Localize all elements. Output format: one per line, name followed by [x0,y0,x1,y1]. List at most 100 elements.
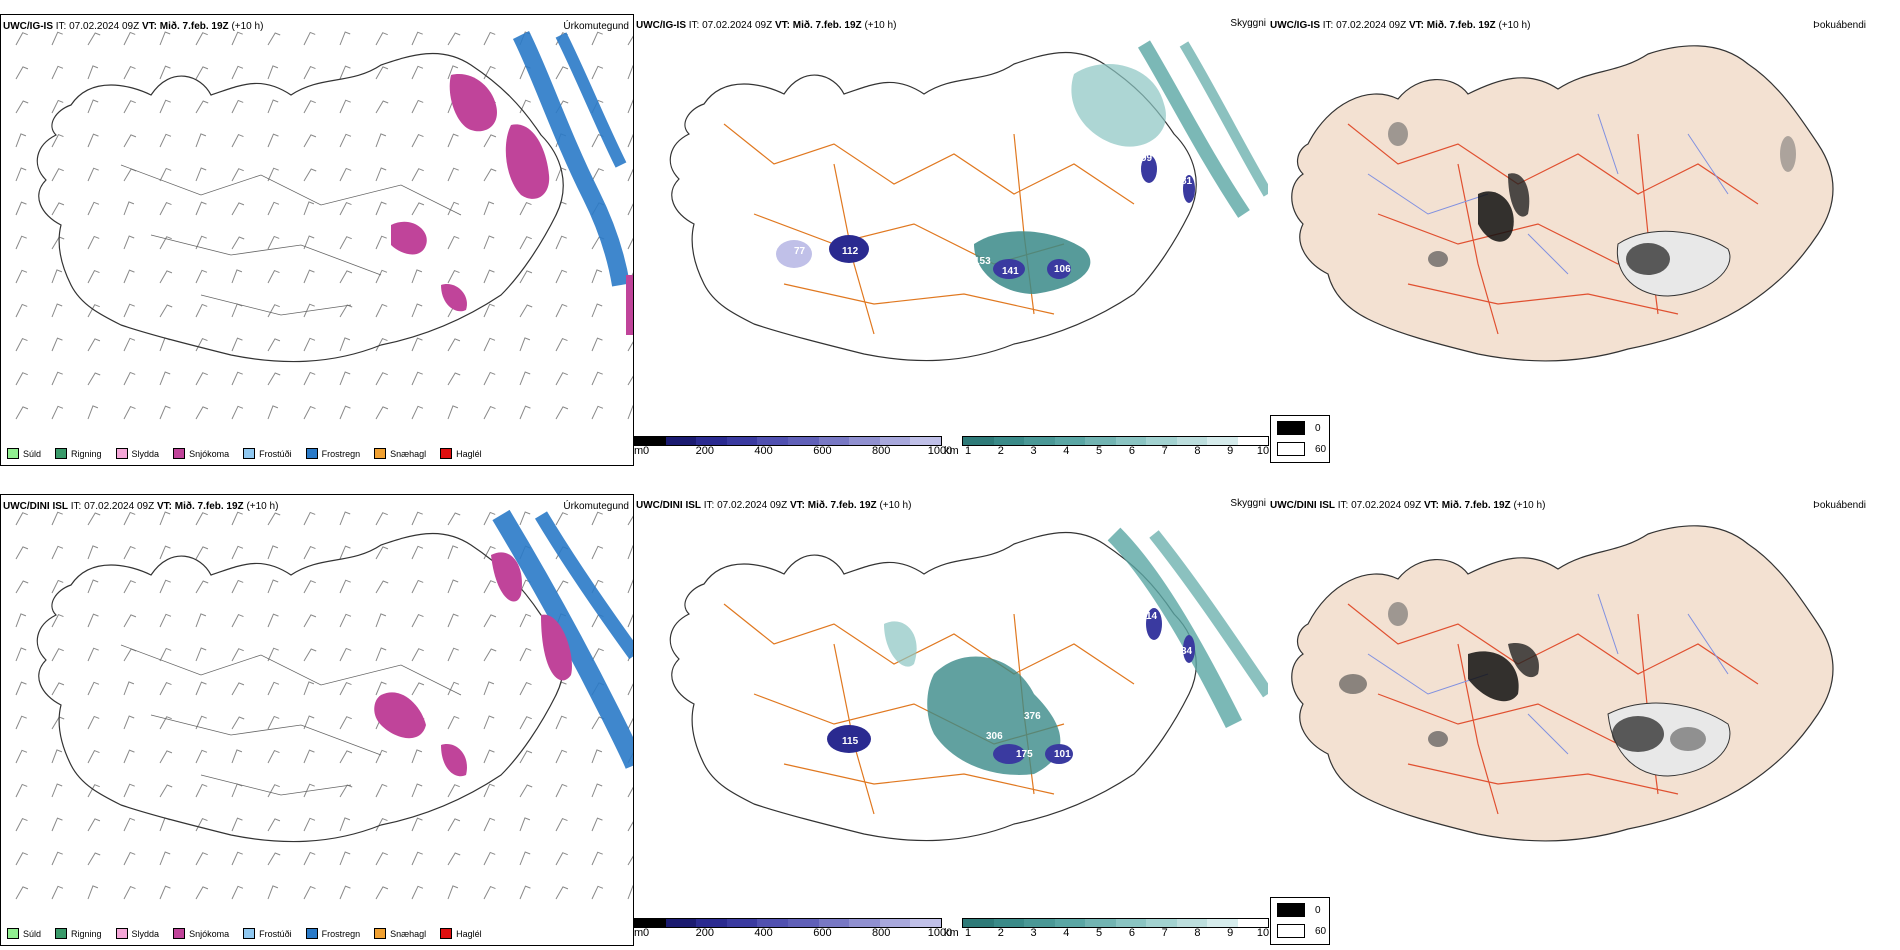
wind-barb [159,304,173,318]
wind-barb [87,579,99,594]
wind-barb [591,885,604,900]
colorbar-tick: 10 [1256,445,1270,457]
wind-barb [627,405,633,420]
colorbar-tick: 200 [695,445,714,457]
wind-barb [195,715,207,730]
wind-barb [519,647,532,662]
wind-barb [375,783,388,798]
wind-barb [519,405,531,420]
wind-barb [303,168,317,182]
wind-barb [303,65,316,80]
wind-barb [123,134,137,148]
wind-barb [447,405,459,420]
colorbar-cell [665,919,697,927]
wind-barb [411,202,425,216]
wind-barb [159,405,171,420]
wind-barb [159,716,172,730]
legend-swatch [243,448,256,459]
wind-barb [267,338,281,352]
wind-barb [267,99,279,114]
wind-barb [447,32,461,46]
fog-panel-bottom: UWC/DINI ISL IT: 07.02.2024 09Z VT: Mið.… [1268,494,1900,946]
wind-barb [231,65,244,80]
precip-map [15,509,633,900]
legend-item: Frostúði [243,448,292,459]
wind-barb [375,817,388,832]
colorbar-cell [963,437,994,445]
wind-barb [627,99,633,114]
colorbar-tick: 9 [1227,445,1234,457]
wind-barb [231,885,244,900]
elev-label: 106 [1054,264,1071,275]
wind-barb [267,304,280,318]
wind-barb [411,31,423,46]
wind-barb [483,851,496,866]
height-unit: m [634,445,644,457]
wind-barb [303,885,316,900]
legend-swatch [7,448,19,459]
wind-barb [303,851,316,866]
wind-barb [159,545,171,560]
colorbar-tick: 0 [642,927,650,939]
wind-barb [447,852,461,866]
wind-barb [195,100,209,114]
legend-swatch [374,928,387,939]
wind-barb [519,371,531,386]
wind-barb [447,681,460,696]
wind-barb [51,613,64,628]
wind-barb [303,681,315,696]
wind-barb [87,99,99,114]
wind-barb [339,201,352,216]
wind-barb [159,613,172,628]
wind-barb [51,648,64,662]
wind-barb [483,31,496,46]
wind-barb [123,337,136,352]
wind-barb [555,235,567,250]
wind-barb [555,372,568,386]
visibility-panel-bottom: UWC/DINI ISL IT: 07.02.2024 09Z VT: Mið.… [634,494,1268,946]
wind-barb [195,372,208,386]
precip-legend: Súld Rigning Slydda Snjókoma Frostúði Frostre… [7,448,488,459]
wind-barb [411,269,423,284]
wind-barb [339,817,351,832]
wind-barb [339,337,351,352]
wind-barb [159,511,171,526]
elev-label: 166 [1044,691,1061,702]
wind-barb [231,613,244,628]
wind-barb [87,545,99,560]
wind-barb [591,817,603,832]
wind-barb [267,167,279,182]
wind-barb [447,545,459,560]
colorbar-tick: 2 [997,445,1004,457]
colorbar-cell [726,919,758,927]
visibility-unit: km [944,927,959,939]
elev-label: 145 [1114,266,1131,277]
wind-barb [267,784,280,798]
wind-barb [159,851,171,866]
legend-label: Slydda [131,448,160,459]
legend-label: Snæhagl [390,448,427,459]
wind-barb [483,545,496,560]
colorbar-tick: 2 [997,927,1004,939]
wind-barb [411,613,424,628]
wind-barb [411,545,424,560]
wind-barb [15,580,29,594]
visibility-colorbar-top: km 1 2 3 4 5 6 7 8 9 10 [944,436,1269,460]
elev-label: 376 [1024,711,1041,722]
wind-barb [123,580,136,594]
panel-title: Þokuábendi [1813,20,1866,31]
wind-barb [87,784,100,798]
wind-barb [303,648,317,662]
legend-swatch [55,448,68,459]
wind-barb [411,337,423,352]
legend-swatch [243,928,256,939]
precip-type-panel-bottom: UWC/DINI ISL IT: 07.02.2024 09Z VT: Mið.… [0,494,634,946]
elev-label: 34 [1181,646,1193,657]
legend-swatch [440,928,453,939]
legend-item: Rigning [55,448,102,459]
wind-barb [303,783,315,798]
panel-title: Úrkomutegund [563,21,629,32]
wind-barb [195,749,208,764]
wind-barb [555,512,568,526]
wind-barb [627,613,633,628]
